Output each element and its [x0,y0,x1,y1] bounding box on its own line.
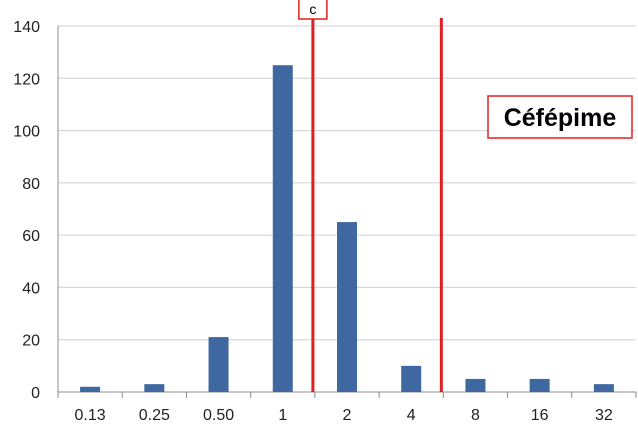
x-tick-label: 2 [343,407,352,424]
y-tick-label: 140 [13,19,40,36]
bar [272,65,293,392]
bar [465,378,486,392]
x-tick-label: 32 [595,407,613,424]
bar [593,384,614,392]
y-tick-label: 120 [13,71,40,88]
y-tick-label: 40 [22,280,40,297]
y-tick-label: 100 [13,124,40,141]
y-tick-label: 80 [22,176,40,193]
y-tick-label: 20 [22,333,40,350]
x-tick-label: 1 [278,407,287,424]
bar [208,337,229,392]
drug-label-box [487,95,633,139]
y-tick-label: 60 [22,228,40,245]
annotation-c-label: c [309,1,316,17]
y-tick-label: 0 [31,385,40,402]
bar [144,384,165,392]
bar [337,222,357,392]
drug-label-text: Céfépime [504,104,617,132]
bar [529,378,550,392]
x-tick-label: 0.50 [203,407,234,424]
x-tick-label: 16 [531,407,549,424]
x-tick-label: 0.25 [139,407,170,424]
x-tick-label: 4 [407,407,416,424]
bar [80,386,101,392]
x-tick-label: 8 [471,407,480,424]
x-tick-label: 0.13 [75,407,106,424]
bar [401,365,422,392]
annotation-c-box [298,0,328,20]
